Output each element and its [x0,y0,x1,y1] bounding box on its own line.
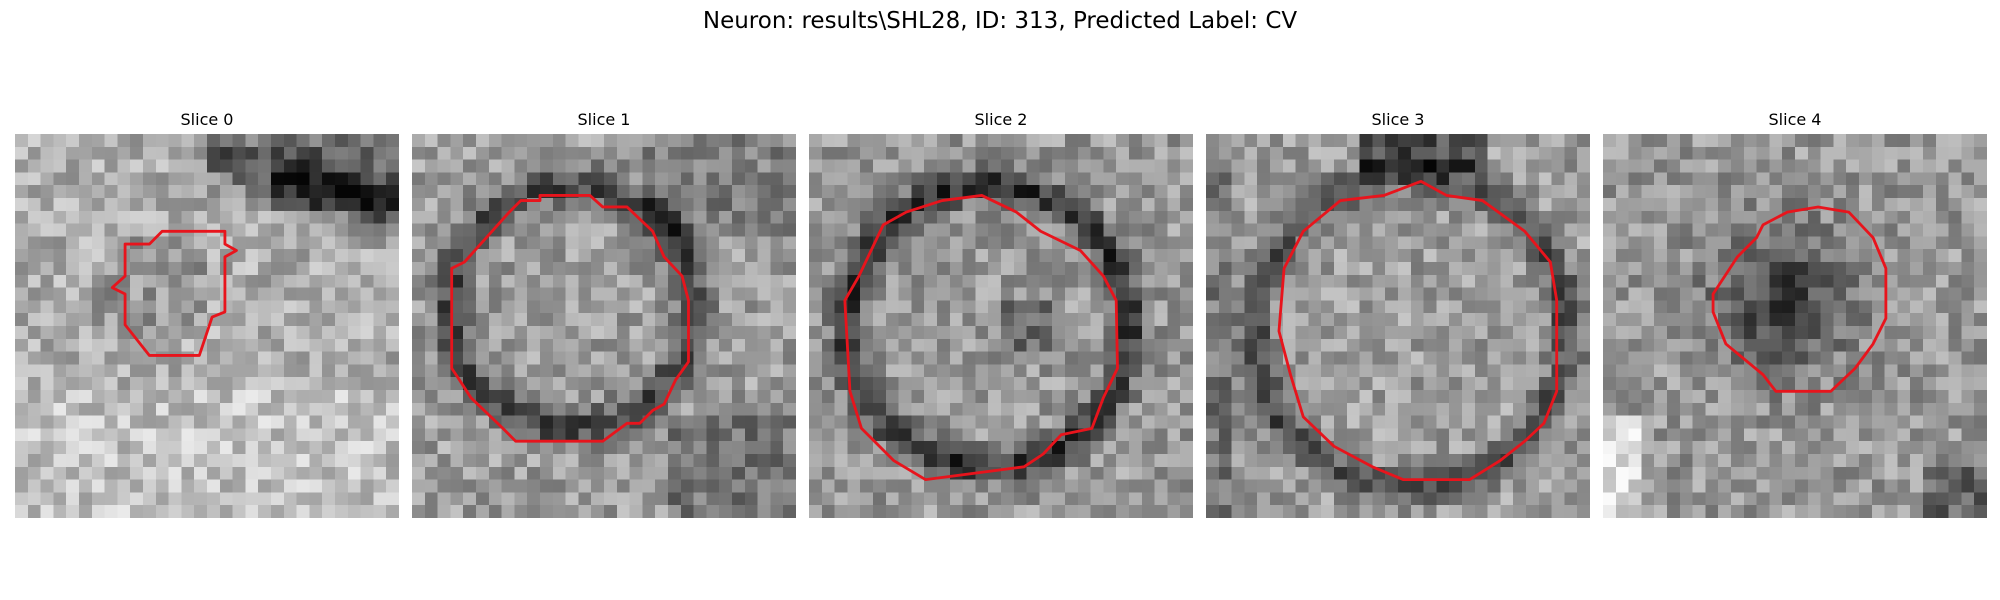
predicted-contour [1277,179,1559,482]
figure-title: Neuron: results\SHL28, ID: 313, Predicte… [702,8,1298,34]
predicted-contour [843,194,1119,482]
slice-title: Slice 1 [577,110,631,129]
slice-image-4 [1603,134,1987,518]
predicted-contour [110,229,238,357]
slice-image-3 [1206,134,1590,518]
slice-image-2 [809,134,1193,518]
predicted-contour [450,194,690,443]
predicted-contour [1711,205,1888,393]
slice-title: Slice 0 [180,110,234,129]
slice-title: Slice 2 [974,110,1028,129]
slice-image-1 [412,134,796,518]
slice-image-0 [15,134,399,518]
slice-title: Slice 4 [1768,110,1822,129]
slice-title: Slice 3 [1371,110,1425,129]
